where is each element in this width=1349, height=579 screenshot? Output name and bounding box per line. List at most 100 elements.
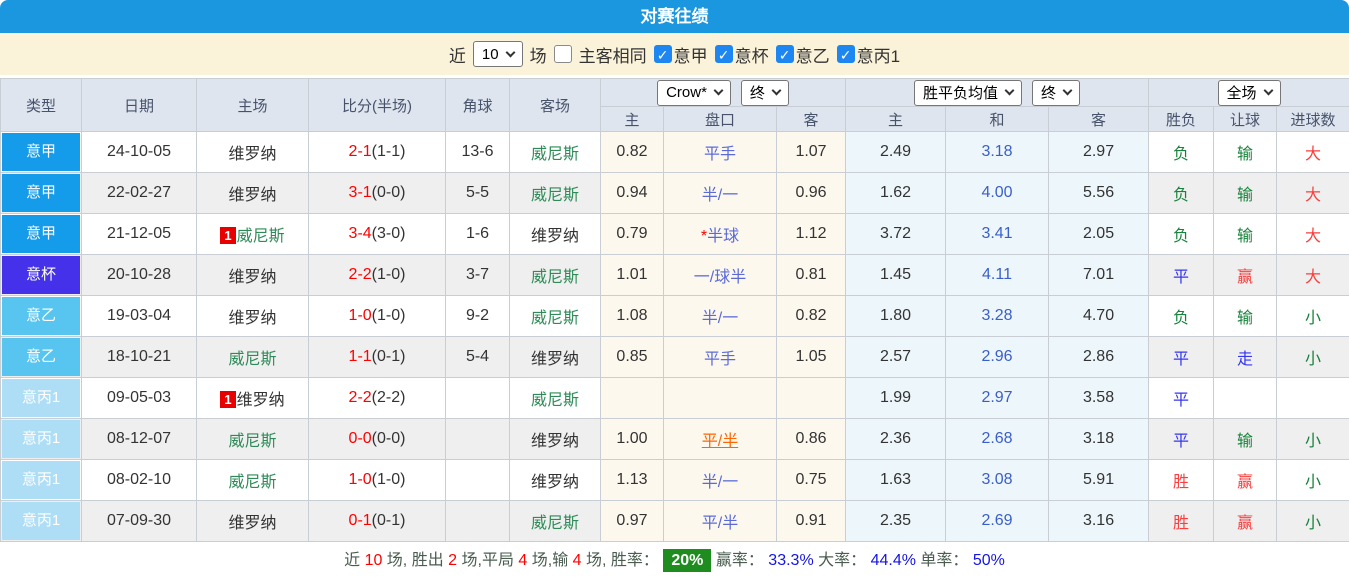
- avg-home-cell: 1.80: [846, 296, 946, 337]
- avg-home-cell: 2.35: [846, 501, 946, 542]
- score-cell: 1-0(1-0): [309, 296, 446, 337]
- league-checkbox-seriea[interactable]: ✓: [654, 45, 672, 63]
- league-checkbox-serieb[interactable]: ✓: [776, 45, 794, 63]
- avg-source-select[interactable]: 胜平负均值: [914, 80, 1022, 106]
- league-checkbox-seriec[interactable]: ✓: [837, 45, 855, 63]
- avg-away-cell: 5.56: [1049, 173, 1149, 214]
- summary-part: 50%: [973, 552, 1005, 569]
- away-team-cell: 维罗纳: [510, 460, 601, 501]
- away-team-cell: 维罗纳: [510, 419, 601, 460]
- home-team-name: 维罗纳: [228, 515, 276, 532]
- corner-cell: 5-4: [446, 337, 510, 378]
- date-cell: 07-09-30: [82, 501, 197, 542]
- col-header-corner: 角球: [446, 79, 510, 132]
- away-team-name: 维罗纳: [531, 228, 579, 245]
- avg-draw-cell: 4.00: [946, 173, 1049, 214]
- home-rank-badge: 1: [220, 227, 235, 244]
- avg-home-cell: 2.49: [846, 132, 946, 173]
- sub-header-avg-away: 客: [1049, 107, 1149, 132]
- home-team-name: 威尼斯: [228, 433, 276, 450]
- page-title: 对赛往绩: [0, 0, 1349, 33]
- table-row: 意乙 18-10-21 威尼斯 1-1(0-1) 5-4 维罗纳 0.85 平手…: [1, 337, 1349, 378]
- home-team-cell: 维罗纳: [197, 501, 309, 542]
- league-badge: 意乙: [2, 297, 80, 335]
- away-team-cell: 维罗纳: [510, 214, 601, 255]
- avg-draw-cell: 2.96: [946, 337, 1049, 378]
- table-row: 意丙1 08-02-10 威尼斯 1-0(1-0) 维罗纳 1.13 半/一 0…: [1, 460, 1349, 501]
- scope-select[interactable]: 全场: [1218, 80, 1281, 106]
- handicap-cell: 半/一: [664, 173, 777, 214]
- handicap-text: 半球: [707, 228, 739, 245]
- games-label: 场: [530, 42, 547, 67]
- head-to-head-table: 类型 日期 主场 比分(半场) 角球 客场 Crow* 终: [0, 78, 1349, 542]
- summary-part: 单率：: [916, 552, 973, 569]
- chevron-down-icon: [505, 47, 515, 57]
- away-team-name: 维罗纳: [531, 474, 579, 491]
- sub-header-handicap: 盘口: [664, 107, 777, 132]
- goals-cell: 小: [1277, 419, 1349, 460]
- handicap-text: 半/一: [702, 187, 738, 204]
- avg-time-select[interactable]: 终: [1032, 80, 1080, 106]
- goals-cell: 大: [1277, 173, 1349, 214]
- avg-draw-cell: 3.41: [946, 214, 1049, 255]
- summary-part: 44.4%: [871, 552, 916, 569]
- league-checkbox-coppa[interactable]: ✓: [715, 45, 733, 63]
- avg-draw-cell: 2.69: [946, 501, 1049, 542]
- chevron-down-icon: [771, 86, 781, 96]
- odds-home-cell: 1.00: [601, 419, 664, 460]
- date-cell: 08-12-07: [82, 419, 197, 460]
- avg-away-cell: 2.97: [1049, 132, 1149, 173]
- sub-header-odds-away: 客: [777, 107, 846, 132]
- handicap-cell: [664, 378, 777, 419]
- avg-group-header: 胜平负均值 终: [846, 79, 1149, 107]
- avg-draw-cell: 3.08: [946, 460, 1049, 501]
- league-badge: 意甲: [2, 215, 80, 253]
- league-label-seriea: 意甲: [674, 42, 708, 67]
- full-time-score: 3-4: [349, 225, 372, 242]
- corner-cell: [446, 378, 510, 419]
- league-cell: 意丙1: [1, 501, 82, 542]
- summary-part: 场,输: [527, 552, 572, 569]
- half-time-score: (1-0): [372, 471, 406, 488]
- odds-away-cell: 0.86: [777, 419, 846, 460]
- away-team-name: 威尼斯: [531, 146, 579, 163]
- date-cell: 09-05-03: [82, 378, 197, 419]
- result-cell: 平: [1149, 255, 1214, 296]
- give-cell: 输: [1214, 296, 1277, 337]
- summary-part: 2: [448, 552, 457, 569]
- away-team-cell: 维罗纳: [510, 337, 601, 378]
- sub-header-goals: 进球数: [1277, 107, 1349, 132]
- score-cell: 0-1(0-1): [309, 501, 446, 542]
- match-count-value: 10: [482, 46, 499, 63]
- near-label: 近: [449, 42, 466, 67]
- away-team-name: 威尼斯: [531, 187, 579, 204]
- give-cell: 走: [1214, 337, 1277, 378]
- odds-group-header: Crow* 终: [601, 79, 846, 107]
- away-team-name: 威尼斯: [531, 515, 579, 532]
- odds-source-select[interactable]: Crow*: [657, 80, 731, 106]
- corner-cell: [446, 501, 510, 542]
- goals-cell: 小: [1277, 501, 1349, 542]
- avg-away-cell: 2.86: [1049, 337, 1149, 378]
- summary-part: 场, 胜出: [382, 552, 448, 569]
- give-cell: 输: [1214, 419, 1277, 460]
- handicap-text: 半/一: [702, 310, 738, 327]
- summary-part: 4: [518, 552, 527, 569]
- avg-home-cell: 2.36: [846, 419, 946, 460]
- league-label-coppa: 意杯: [735, 42, 769, 67]
- date-cell: 18-10-21: [82, 337, 197, 378]
- sub-header-avg-draw: 和: [946, 107, 1049, 132]
- same-venue-checkbox[interactable]: [554, 45, 572, 63]
- avg-away-cell: 5.91: [1049, 460, 1149, 501]
- odds-away-cell: 0.96: [777, 173, 846, 214]
- home-team-cell: 维罗纳: [197, 255, 309, 296]
- corner-cell: [446, 460, 510, 501]
- avg-draw-cell: 2.97: [946, 378, 1049, 419]
- sub-header-result: 胜负: [1149, 107, 1214, 132]
- match-count-select[interactable]: 10: [473, 41, 523, 67]
- odds-time-select[interactable]: 终: [741, 80, 789, 106]
- handicap-cell: 一/球半: [664, 255, 777, 296]
- handicap-cell: 平手: [664, 132, 777, 173]
